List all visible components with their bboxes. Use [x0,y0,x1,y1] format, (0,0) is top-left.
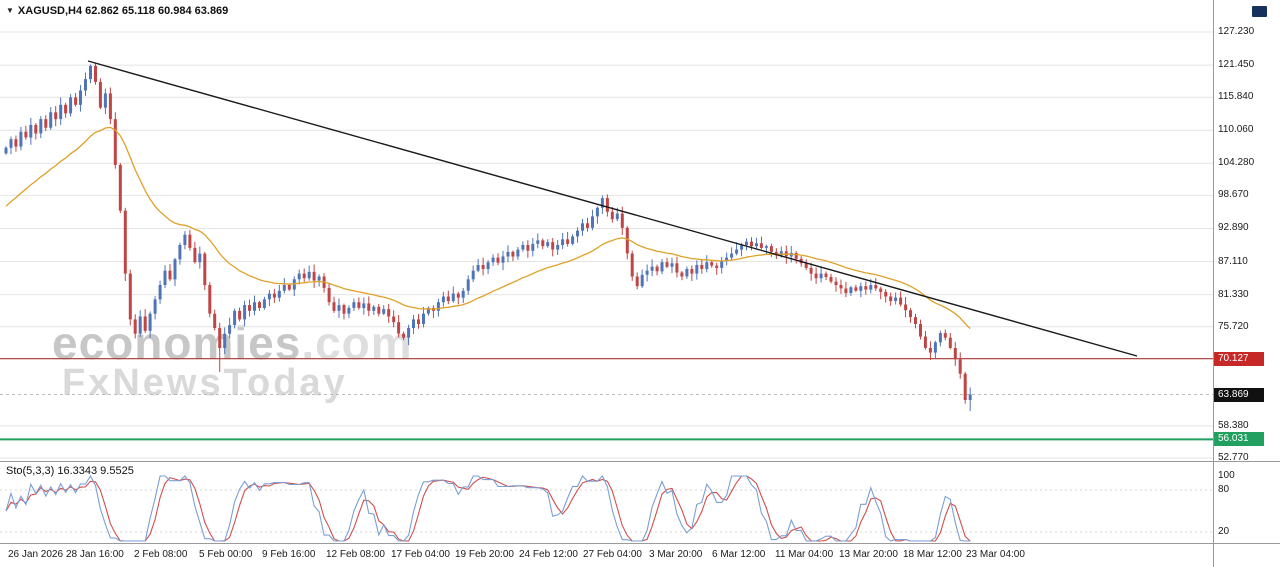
time-axis-label: 5 Feb 00:00 [199,549,253,560]
moving-average-line [5,126,971,330]
time-axis-label: 12 Feb 08:00 [326,549,385,560]
price-axis-label: 75.720 [1218,320,1249,332]
price-axis-label: 98.670 [1218,189,1249,201]
time-axis-label: 3 Mar 20:00 [649,549,703,560]
time-axis-label: 26 Jan 2026 [8,549,64,560]
candles-layer [4,63,972,411]
price-axis-label: 58.380 [1218,419,1249,431]
price-axis-label: 81.330 [1218,288,1249,300]
time-axis-label: 17 Feb 04:00 [391,549,450,560]
price-axis-label: 110.060 [1218,124,1254,136]
time-axis-label: 6 Mar 12:00 [712,549,766,560]
time-axis-separator [0,543,1280,544]
price-gridlines [0,31,1213,459]
time-axis-label: 2 Feb 08:00 [134,549,188,560]
resistance-price-badge: 70.127 [1214,351,1264,366]
time-axis-label: 24 Feb 12:00 [519,549,578,560]
stochastic-axis-label: 100 [1218,470,1235,481]
price-axis-label: 52.770 [1218,452,1249,463]
dropdown-arrow-icon[interactable]: ▼ [6,6,14,15]
current-price-badge: 63.869 [1214,387,1264,402]
price-axis-label: 127.230 [1218,26,1255,37]
stochastic-main-line [5,474,971,542]
time-axis-label: 27 Feb 04:00 [583,549,642,560]
stochastic-axis-label: 80 [1218,484,1230,495]
stochastic-indicator-label: Sto(5,3,3) 16.3343 9.5525 [6,465,134,477]
symbol-ohlc-text: XAGUSD,H4 62.862 65.118 60.984 63.869 [17,5,229,17]
time-axis-label: 28 Jan 16:00 [66,549,124,560]
price-axis-label: 87.110 [1218,255,1248,267]
time-axis-label: 11 Mar 04:00 [775,549,834,560]
time-axis[interactable]: 26 Jan 2026 28 Jan 16:00 2 Feb 08:00 5 Feb … [0,543,1213,567]
indicator-panel-separator[interactable] [0,461,1280,462]
price-axis-separator [1213,0,1214,567]
watermark-subtitle: FxNewsToday [62,362,348,404]
price-axis-label: 104.280 [1218,157,1255,169]
symbol-info[interactable]: ▼ XAGUSD,H4 62.862 65.118 60.984 63.869 [6,5,228,17]
time-axis-label: 18 Mar 12:00 [903,549,962,560]
time-axis-label: 9 Feb 16:00 [262,549,316,560]
chart-corner-button[interactable] [1252,6,1267,17]
support-price-badge: 56.031 [1214,432,1264,447]
price-axis-label: 121.450 [1218,59,1255,71]
price-axis[interactable]: 127.230 121.450 115.840 110.060 104.280 98.67… [1213,0,1280,567]
time-axis-label: 19 Feb 20:00 [455,549,514,560]
trendline [87,60,1138,357]
time-axis-label: 23 Mar 04:00 [966,549,1025,560]
price-axis-label: 92.890 [1218,222,1249,234]
stochastic-signal-line [5,475,971,542]
time-axis-label: 13 Mar 20:00 [839,549,898,560]
price-axis-label: 115.840 [1218,91,1254,103]
stochastic-axis-label: 20 [1218,526,1230,537]
